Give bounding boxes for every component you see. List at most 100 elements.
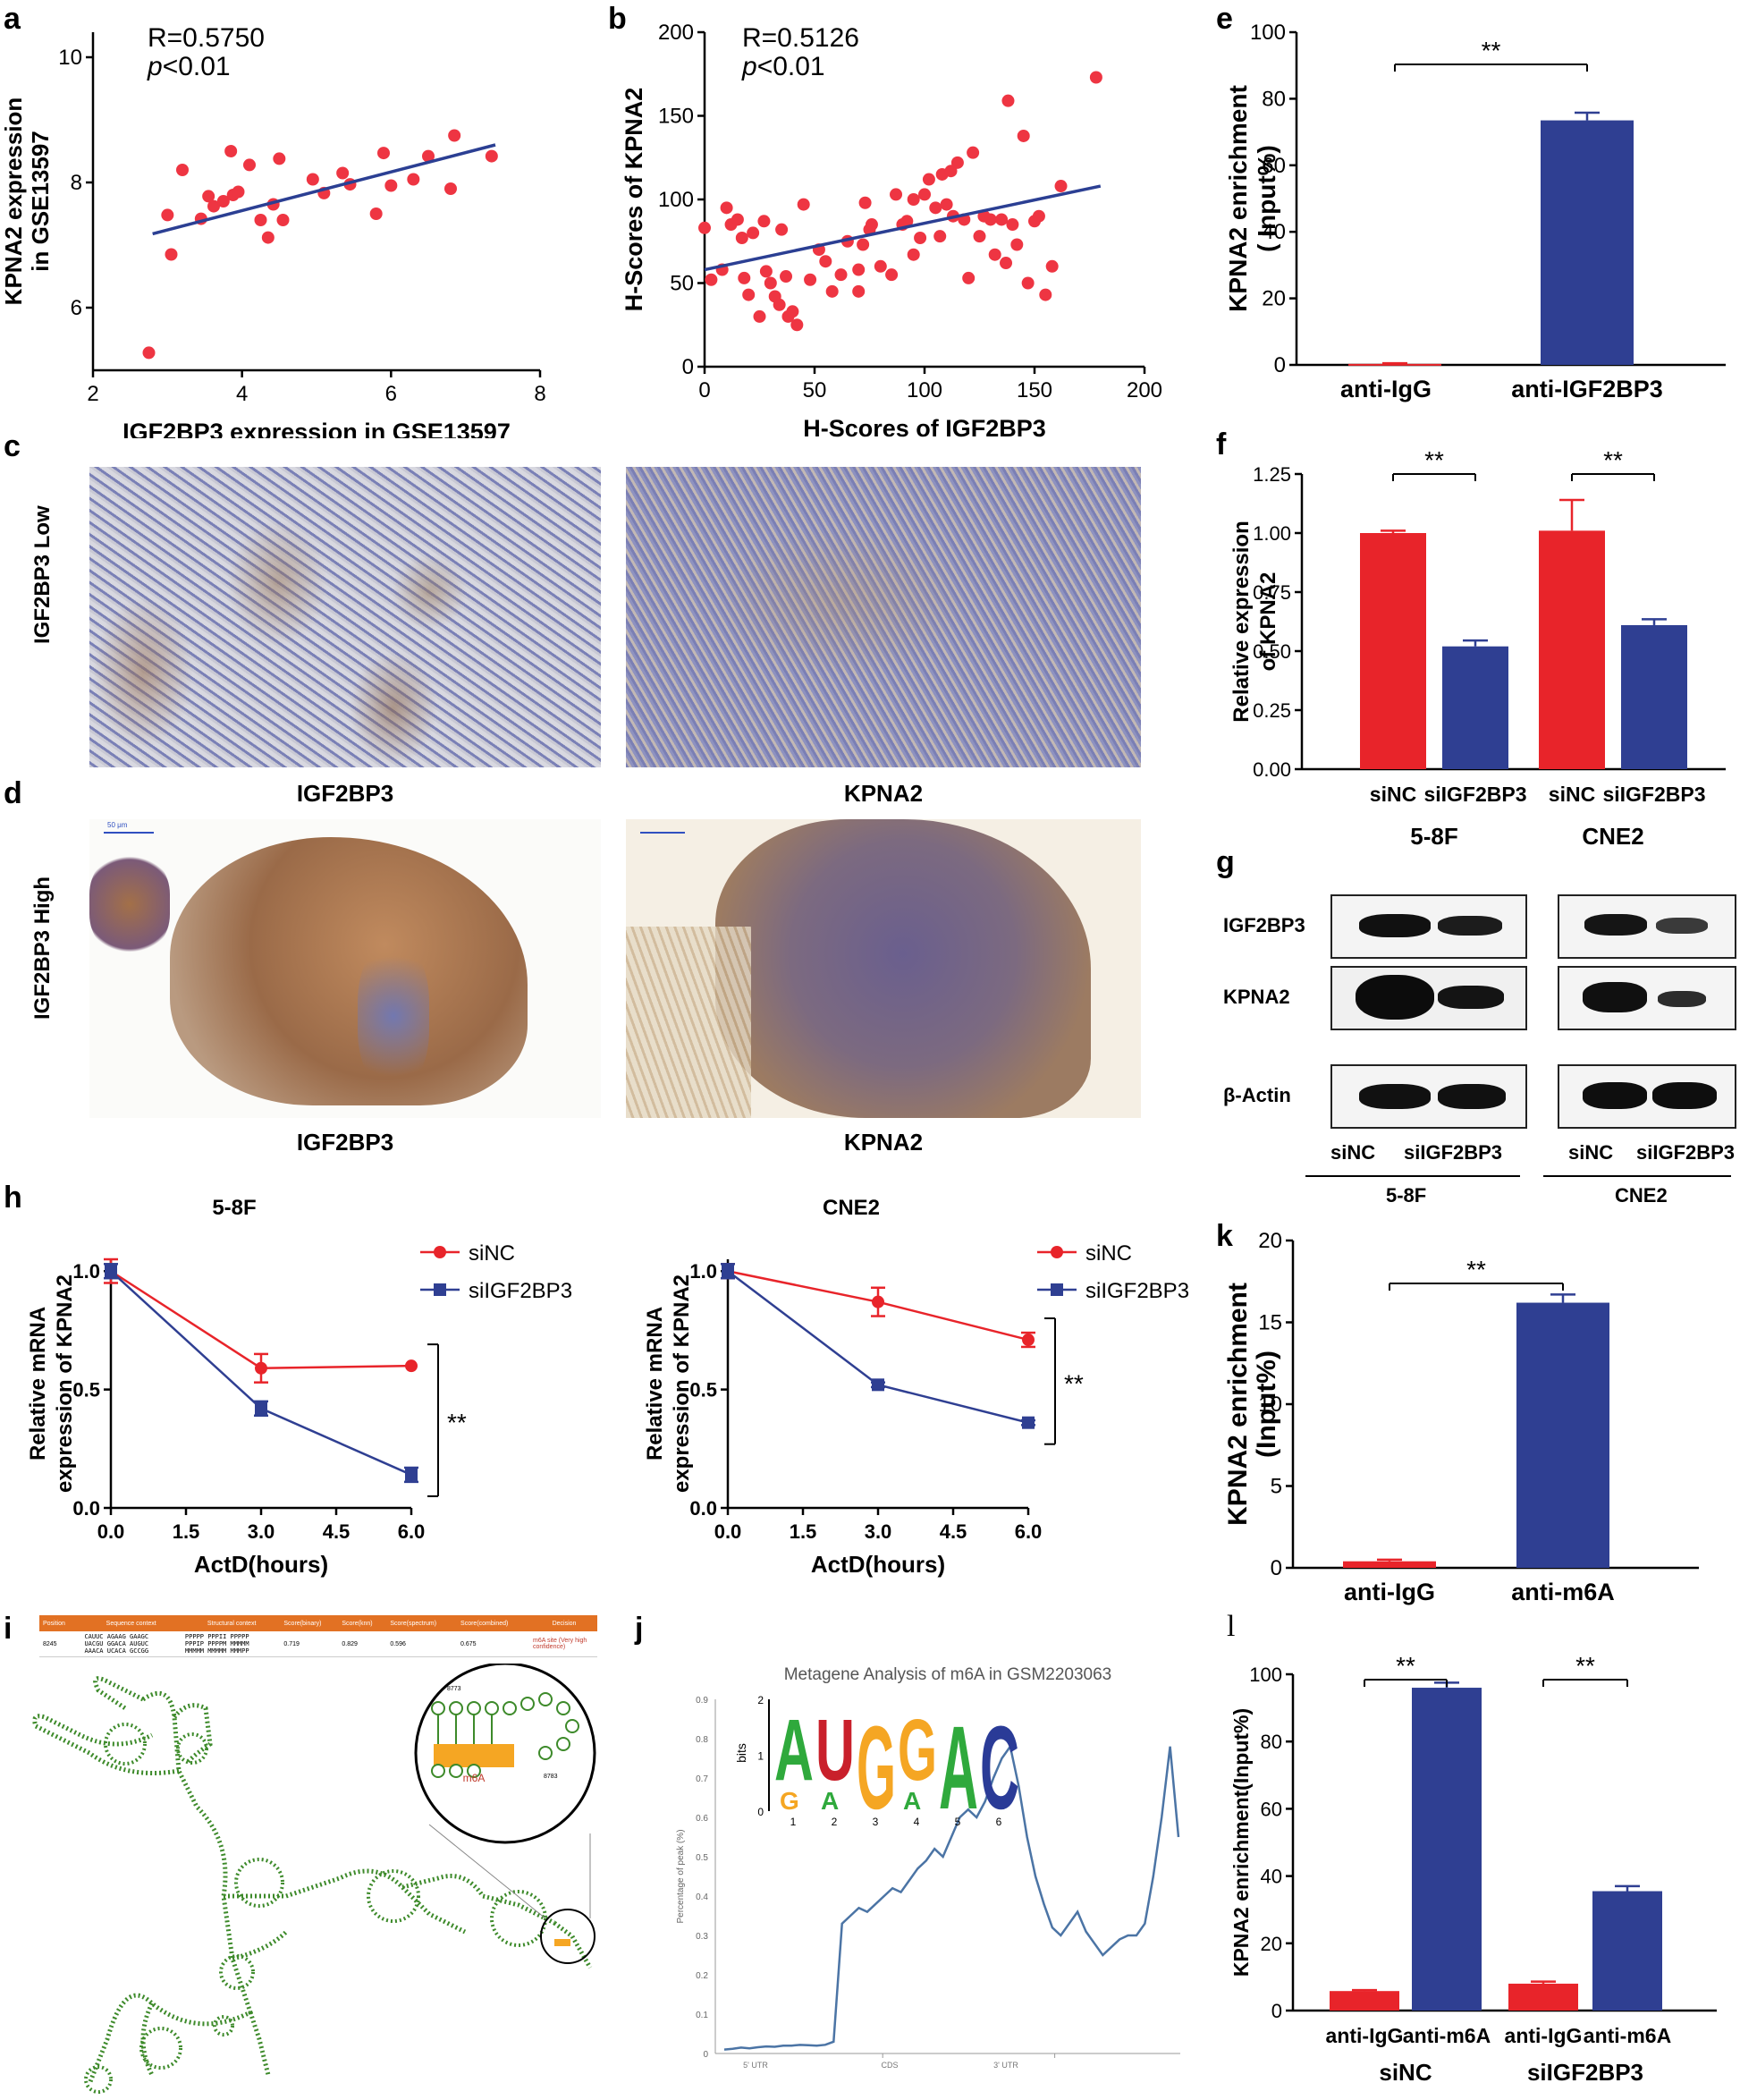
y-tick-label: 0.3 bbox=[696, 1932, 708, 1942]
th-position: Position bbox=[43, 1620, 65, 1627]
nucleotide bbox=[431, 1701, 445, 1715]
motif-ytick: 0 bbox=[757, 1806, 764, 1818]
scatter-point bbox=[738, 271, 751, 284]
y-axis-label-1: Relative expression bbox=[1229, 521, 1254, 722]
th-spectrum: Score(spectrum) bbox=[390, 1620, 437, 1627]
x-tick-label: 6.0 bbox=[398, 1520, 426, 1543]
y-tick-label: 0.4 bbox=[696, 1893, 708, 1902]
scatter-point bbox=[874, 259, 887, 273]
ihc-image-kpna2-low bbox=[626, 467, 1141, 767]
y-tick-label: 0 bbox=[1271, 2000, 1282, 2022]
rna-stem bbox=[93, 1676, 145, 1711]
bar bbox=[1330, 1991, 1399, 2011]
region-label: 5' UTR bbox=[743, 2061, 768, 2070]
zoom-m6a-highlight bbox=[434, 1744, 514, 1767]
metagene-chart-j: Metagene Analysis of m6A in GSM2203063 0 0… bbox=[676, 1665, 1180, 2070]
caption-d-kpna2: KPNA2 bbox=[843, 1129, 924, 1156]
nucleotide bbox=[485, 1701, 499, 1715]
bar bbox=[1442, 646, 1508, 769]
rna-stem bbox=[32, 1714, 180, 1775]
y-tick-label: 0.00 bbox=[1253, 758, 1291, 781]
chart-title: CNE2 bbox=[823, 1196, 880, 1220]
y-axis-label-1: KPNA2 enrichment bbox=[1224, 85, 1252, 312]
legend-label: siIGF2BP3 bbox=[1085, 1279, 1189, 1303]
legend-label: siNC bbox=[1085, 1241, 1132, 1266]
scatter-point bbox=[336, 166, 350, 180]
y-tick-label: 1.0 bbox=[689, 1260, 717, 1283]
td-position: 8245 bbox=[43, 1640, 57, 1647]
scatter-point bbox=[735, 232, 748, 245]
y-tick-label: 150 bbox=[658, 105, 694, 129]
y-axis-label-1: Relative mRNA bbox=[643, 1307, 667, 1461]
bar bbox=[1360, 533, 1426, 769]
scatter-point bbox=[261, 231, 275, 244]
motif-letter: A bbox=[774, 1701, 814, 1799]
sig-stars: ** bbox=[1603, 446, 1623, 474]
scatter-point bbox=[232, 185, 245, 199]
x-tick-label: 2 bbox=[87, 382, 98, 406]
category-label: anti-IgG bbox=[1326, 2024, 1404, 2047]
motif-axis-label: bits bbox=[734, 1743, 748, 1763]
scatter-point bbox=[797, 198, 810, 211]
y-axis-label-2: of KPNA2 bbox=[1256, 572, 1280, 672]
scatter-point bbox=[940, 198, 953, 211]
y-tick-label: 6 bbox=[71, 296, 82, 320]
category-label: anti-IgG bbox=[1505, 2024, 1583, 2047]
data-point bbox=[722, 1265, 734, 1278]
blot-lane-sinc-cne2: siNC bbox=[1568, 1141, 1614, 1164]
legend-label: siIGF2BP3 bbox=[469, 1279, 572, 1303]
legend-label: siNC bbox=[469, 1241, 515, 1266]
blot-row-label-actin: β-Actin bbox=[1223, 1084, 1291, 1106]
regression-line bbox=[152, 143, 496, 236]
y-axis-label-2: expression of KPNA2 bbox=[670, 1274, 694, 1493]
y-tick-label: 50 bbox=[670, 272, 694, 296]
motif-letter: G bbox=[898, 1701, 937, 1799]
y-tick-label: 0.5 bbox=[689, 1379, 717, 1401]
scatter-point bbox=[1021, 276, 1035, 290]
scatter-point bbox=[918, 188, 931, 201]
category-label: siNC bbox=[1370, 783, 1416, 806]
zoom-pos-start: 8773 bbox=[447, 1686, 461, 1692]
blot-lane-si-5-8f: siIGF2BP3 bbox=[1404, 1141, 1503, 1164]
motif-position: 6 bbox=[996, 1816, 1002, 1828]
scatter-point bbox=[995, 213, 1009, 226]
panel-label-f: f bbox=[1216, 428, 1227, 461]
motif-minor-letter: G bbox=[780, 1787, 799, 1815]
panel-label-c: c bbox=[4, 429, 21, 463]
rna-loop bbox=[139, 2027, 182, 2070]
scatter-point bbox=[914, 232, 927, 245]
scatter-point bbox=[1039, 288, 1052, 301]
scatter-point bbox=[384, 179, 398, 192]
bar bbox=[1412, 1688, 1482, 2011]
scatter-point bbox=[216, 195, 230, 207]
rna-loop bbox=[234, 1858, 284, 1908]
nucleotide bbox=[449, 1764, 463, 1778]
x-tick-label: 6.0 bbox=[1015, 1520, 1043, 1543]
scatter-point bbox=[422, 149, 435, 163]
sig-stars: ** bbox=[1482, 37, 1501, 64]
y-tick-label: 0.2 bbox=[696, 1971, 708, 1981]
legend-marker bbox=[434, 1246, 446, 1258]
bar bbox=[1541, 120, 1634, 365]
motif-ytick: 2 bbox=[757, 1694, 764, 1706]
sig-stars: ** bbox=[1575, 1652, 1595, 1680]
y-tick-label: 0.25 bbox=[1253, 699, 1291, 722]
category-label: siIGF2BP3 bbox=[1602, 783, 1705, 806]
scatter-point bbox=[764, 276, 777, 290]
bar-chart-f: 0.00 0.25 0.50 0.75 1.00 1.25 siNC siIGF2BP3 siN… bbox=[1229, 446, 1726, 848]
motif-letter: A bbox=[939, 1701, 978, 1833]
blot-group-5-8f: 5-8F bbox=[1386, 1184, 1427, 1207]
stat-p: p<0.01 bbox=[741, 52, 825, 81]
rna-loop bbox=[219, 1954, 255, 1990]
y-tick-label: 20 bbox=[1258, 1229, 1282, 1253]
m6a-site-highlight bbox=[554, 1939, 570, 1946]
ihc-image-kpna2-high bbox=[626, 819, 1141, 1118]
nucleotide bbox=[538, 1692, 553, 1706]
group-label: siIGF2BP3 bbox=[1527, 2059, 1643, 2086]
y-axis-label-2: (Input%) bbox=[1252, 1351, 1281, 1458]
y-tick-label: 0 bbox=[703, 2050, 708, 2060]
panel-label-e: e bbox=[1216, 2, 1233, 36]
panel-label-d: d bbox=[4, 776, 22, 810]
rna-stem bbox=[248, 2011, 271, 2076]
